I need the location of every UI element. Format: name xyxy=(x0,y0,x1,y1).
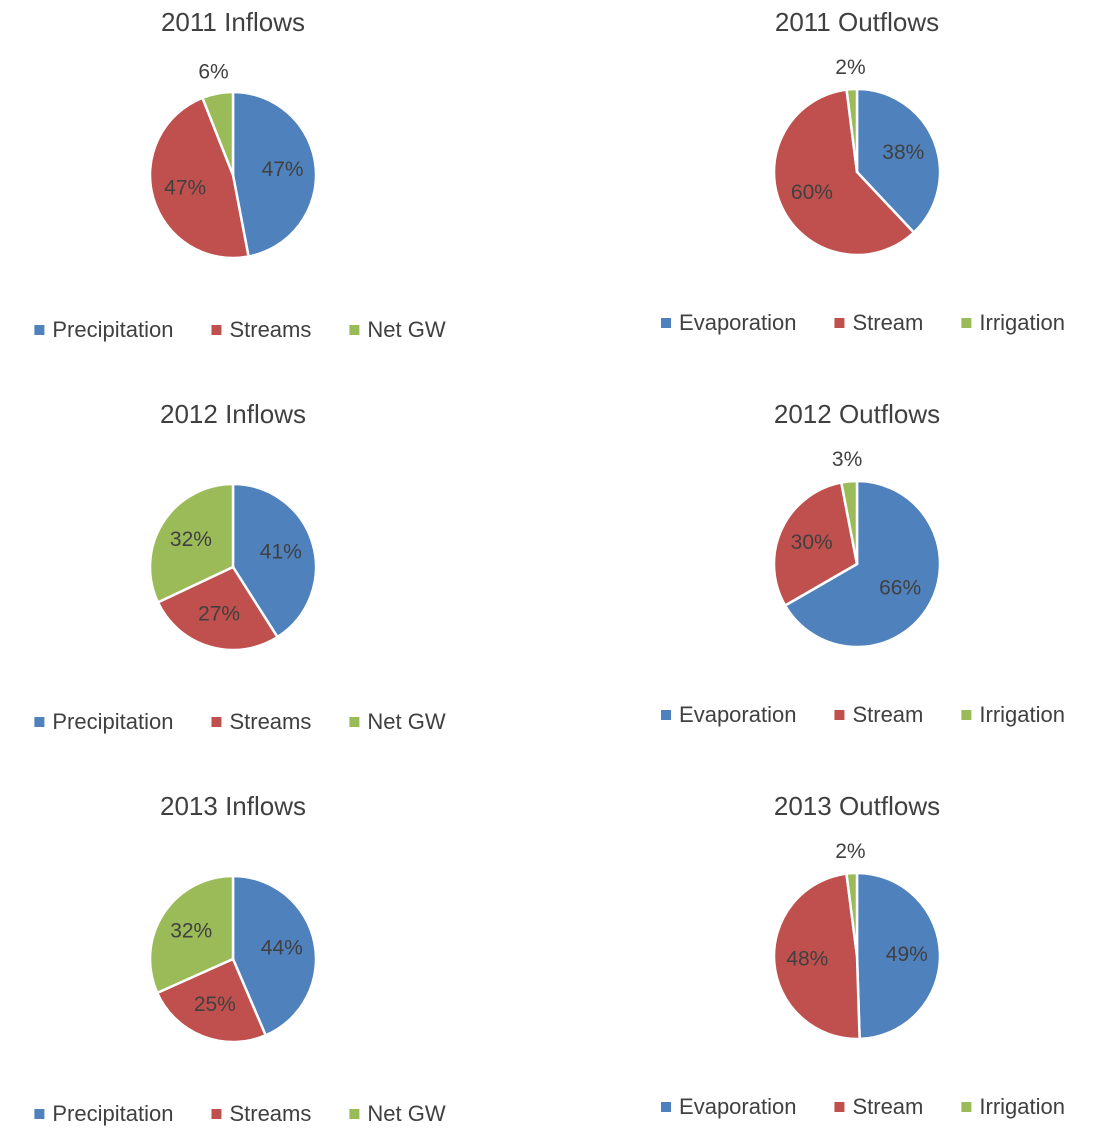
legend-swatch xyxy=(211,1109,222,1119)
legend-swatch xyxy=(661,710,672,720)
pie-slice xyxy=(148,482,235,605)
pie-slice xyxy=(855,87,942,235)
chart-title: 2011 Inflows xyxy=(161,7,305,37)
pie-slice xyxy=(231,90,318,258)
legend-label: Evaporation xyxy=(679,1094,796,1119)
legend-label: Irrigation xyxy=(979,1094,1065,1119)
legend-swatch xyxy=(961,1102,972,1112)
chart-title: 2013 Outflows xyxy=(774,791,940,821)
pie-slice xyxy=(772,872,861,1041)
chart-title: 2012 Outflows xyxy=(774,399,940,429)
pie-slice xyxy=(845,871,859,957)
legend-swatch xyxy=(834,318,845,328)
legend-swatch xyxy=(349,717,360,727)
legend-label: Streams xyxy=(229,317,311,342)
pie-slice xyxy=(148,96,251,260)
legend-swatch xyxy=(34,325,45,335)
legend-swatch xyxy=(34,1109,45,1119)
legend-swatch xyxy=(661,318,672,328)
legend-label: Stream xyxy=(852,702,923,727)
data-label: 38% xyxy=(882,141,924,164)
pie-slice xyxy=(148,874,235,995)
legend-swatch xyxy=(834,1102,845,1112)
pie-slice xyxy=(855,871,942,1041)
legend-swatch xyxy=(211,717,222,727)
legend-swatch xyxy=(961,710,972,720)
chart-title: 2013 Inflows xyxy=(160,791,306,821)
pie-chart: 2011 Outflows 38% 60% 2% Evaporation Stream Ir… xyxy=(661,7,1065,335)
pie-slice xyxy=(231,874,318,1037)
pie-slice xyxy=(845,87,859,173)
legend-label: Irrigation xyxy=(979,310,1065,335)
pie-chart: 2013 Inflows 44% 25% 32% Precipitation Stream… xyxy=(34,791,446,1126)
data-label: 44% xyxy=(261,937,303,960)
legend-label: Net GW xyxy=(367,317,445,342)
data-label: 47% xyxy=(164,176,206,199)
legend-swatch xyxy=(349,1109,360,1119)
legend-swatch xyxy=(211,325,222,335)
data-label: 49% xyxy=(886,943,928,966)
data-label: 25% xyxy=(194,993,236,1016)
legend-label: Precipitation xyxy=(52,1101,173,1126)
legend-label: Evaporation xyxy=(679,310,796,335)
data-label: 30% xyxy=(791,531,833,554)
data-label: 6% xyxy=(198,60,228,83)
chart-title: 2011 Outflows xyxy=(775,7,939,37)
pie-chart: 2013 Outflows 49% 48% 2% Evaporation Stream Ir… xyxy=(661,791,1065,1119)
legend-label: Irrigation xyxy=(979,702,1065,727)
pie-slice xyxy=(155,957,268,1044)
legend-label: Precipitation xyxy=(52,709,173,734)
pie-chart: 2012 Inflows 41% 27% 32% Precipitation Stream… xyxy=(34,399,446,734)
pie-slice xyxy=(772,88,916,257)
pie-chart: 2011 Inflows 47% 47% 6% Precipitation Streams… xyxy=(34,7,446,342)
pie-slice xyxy=(839,479,859,565)
pie-slice xyxy=(783,479,942,649)
legend-label: Evaporation xyxy=(679,702,796,727)
data-label: 3% xyxy=(832,448,862,471)
data-label: 66% xyxy=(879,576,921,599)
legend-swatch xyxy=(34,717,45,727)
legend-label: Net GW xyxy=(367,1101,445,1126)
data-label: 41% xyxy=(260,541,302,564)
data-label: 32% xyxy=(170,528,212,551)
data-label: 32% xyxy=(170,919,212,942)
legend-label: Stream xyxy=(852,310,923,335)
legend-label: Streams xyxy=(229,709,311,734)
pie-slice xyxy=(156,565,280,652)
pie-chart: 2012 Outflows 66% 30% 3% Evaporation Stream Ir… xyxy=(661,399,1065,727)
data-label: 27% xyxy=(198,602,240,625)
legend-swatch xyxy=(661,1102,672,1112)
legend-label: Stream xyxy=(852,1094,923,1119)
legend-swatch xyxy=(349,325,360,335)
pie-slice xyxy=(772,481,859,608)
chart-title: 2012 Inflows xyxy=(160,399,306,429)
data-label: 48% xyxy=(786,947,828,970)
legend-label: Streams xyxy=(229,1101,311,1126)
pie-slice xyxy=(200,90,235,176)
data-label: 47% xyxy=(262,158,304,181)
data-label: 2% xyxy=(835,56,865,79)
legend-label: Net GW xyxy=(367,709,445,734)
legend-swatch xyxy=(834,710,845,720)
data-label: 2% xyxy=(835,840,865,863)
legend-label: Precipitation xyxy=(52,317,173,342)
legend-swatch xyxy=(961,318,972,328)
data-label: 60% xyxy=(791,181,833,204)
